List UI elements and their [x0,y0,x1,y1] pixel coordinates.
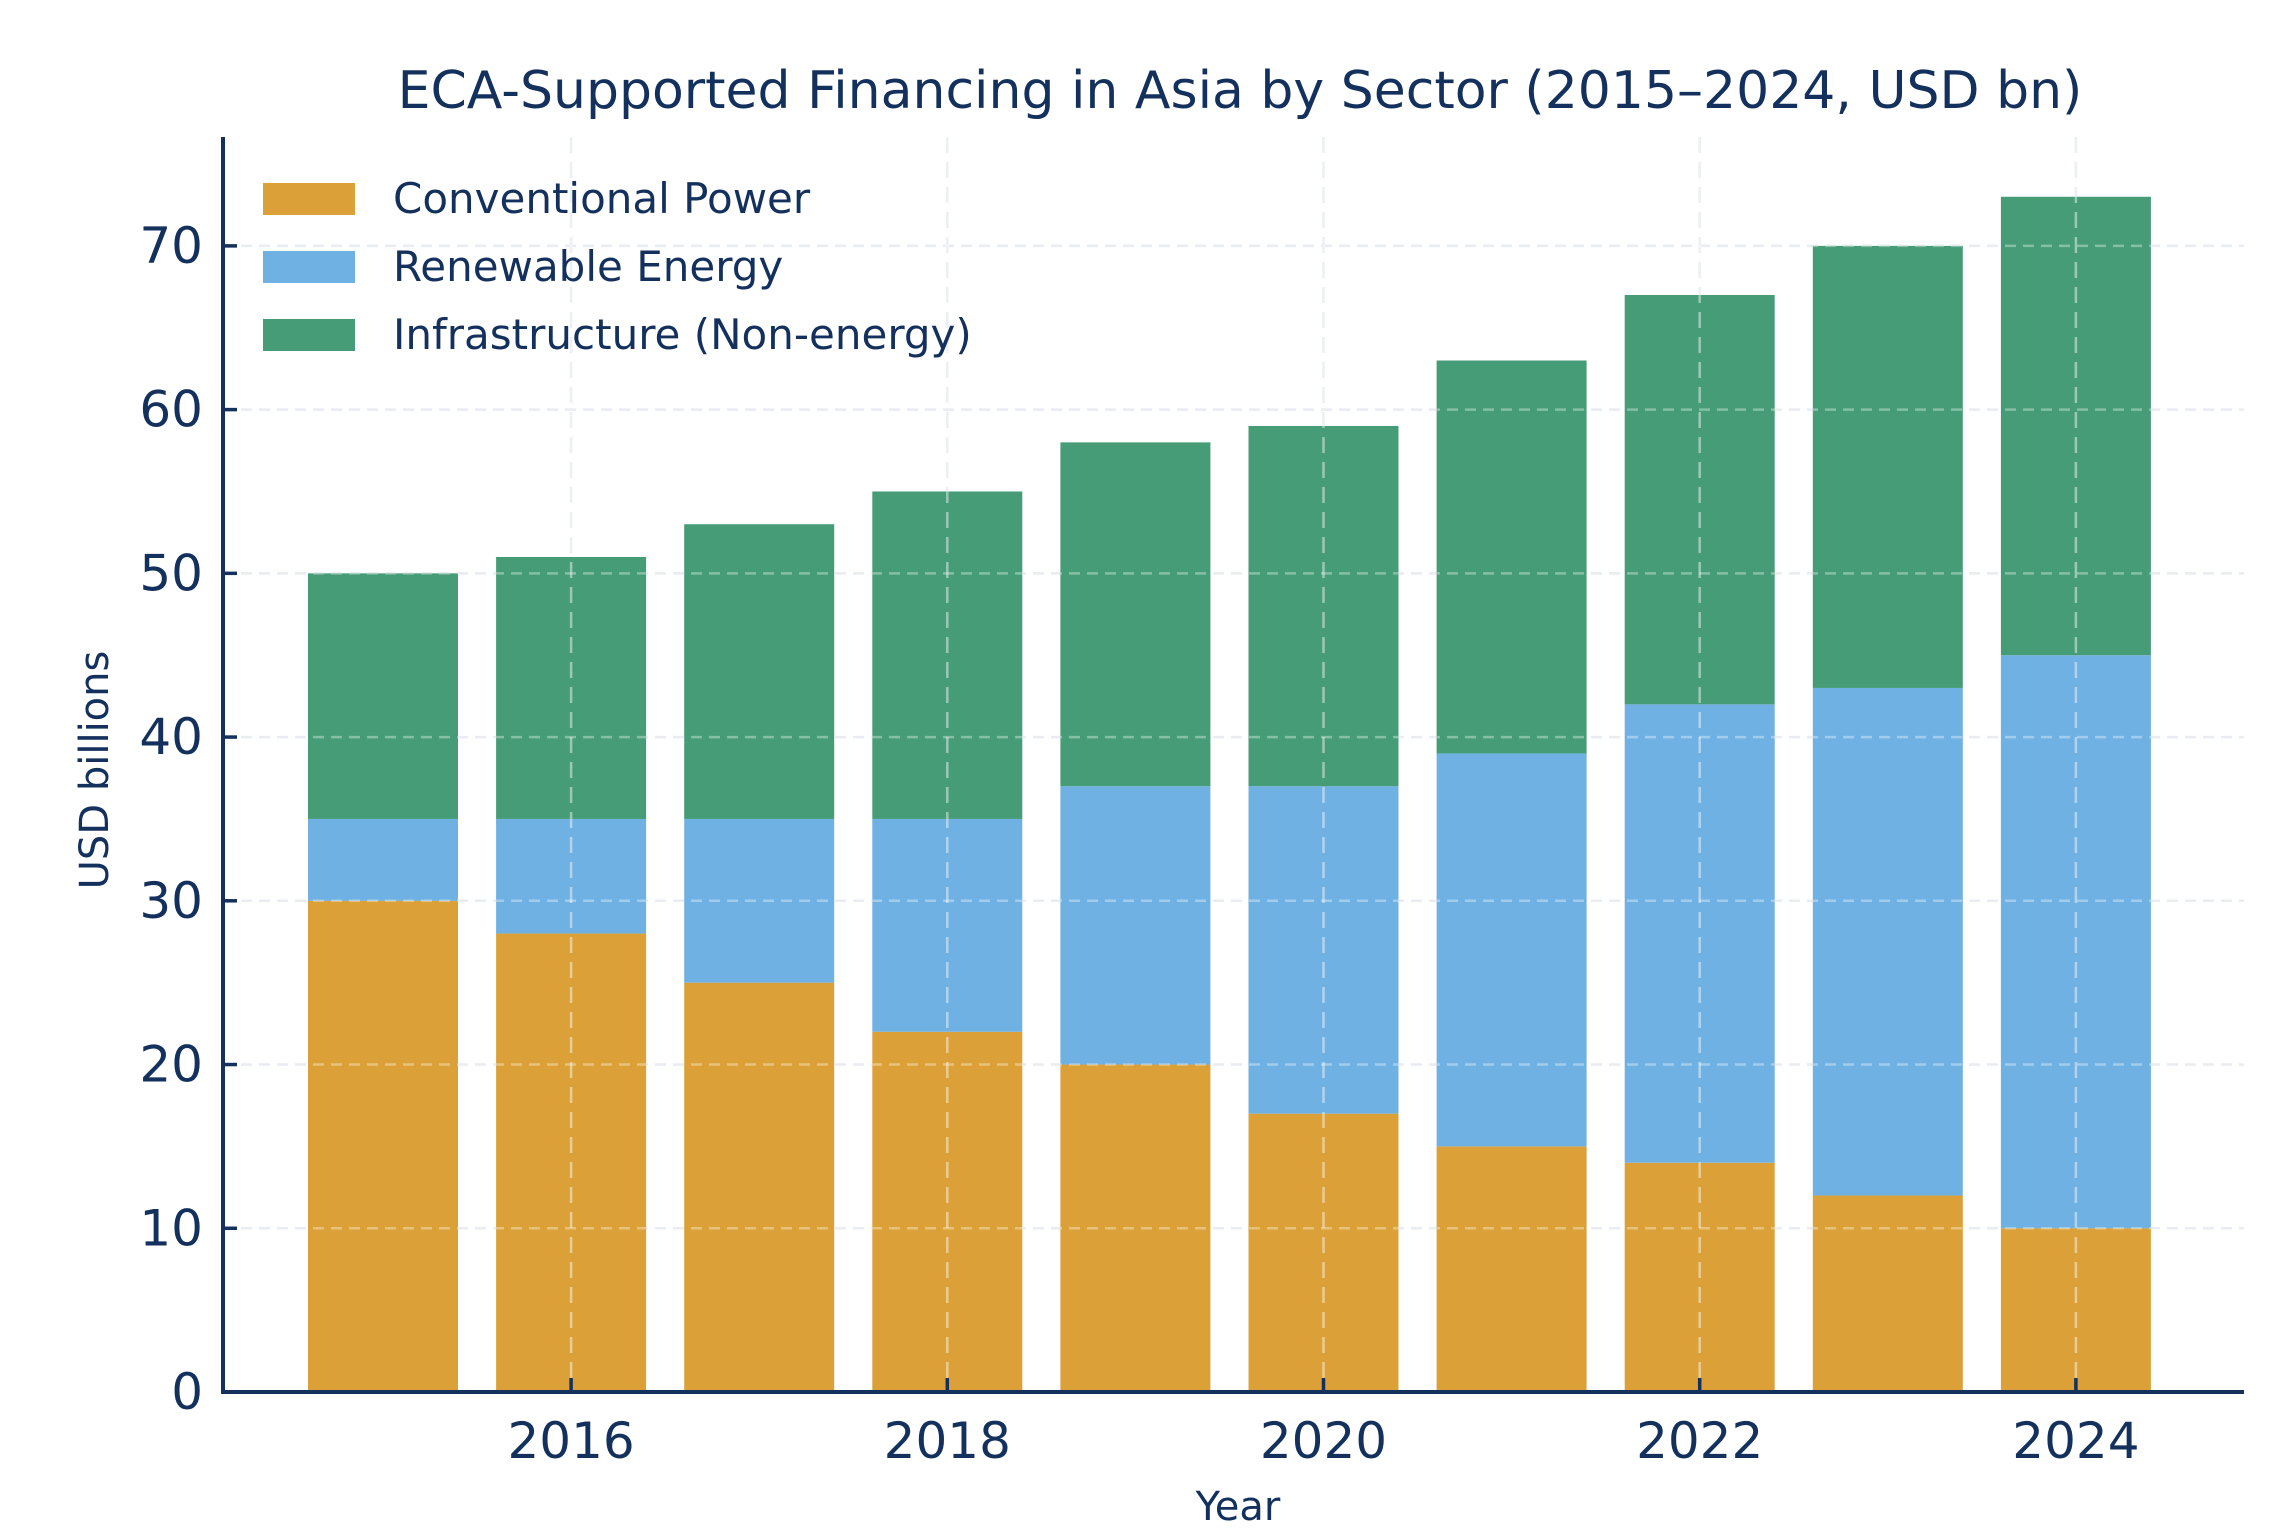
bar-stack-2022 [1624,295,1775,1392]
bar-segment [684,524,835,819]
y-tick-label: 40 [139,708,203,766]
bar-segment [1812,1195,1963,1392]
bar-stack-2024 [2000,196,2151,1392]
bar-segment [1248,786,1399,1114]
bar-segment [1812,687,1963,1196]
bar-segment [496,933,647,1392]
bar-segment [308,900,458,1392]
bar-segment [1060,786,1211,1065]
bar-segment [1248,425,1399,787]
legend-item: Infrastructure (Non-energy) [263,310,972,359]
x-tick-label: 2020 [1260,1412,1387,1470]
y-tick-label: 60 [139,381,203,439]
x-tick-label: 2016 [507,1412,634,1470]
bar-segment [1060,442,1211,787]
bar-stack-2017 [684,524,835,1392]
y-axis-ticks: 0 10 20 30 40 50 60 70 [139,217,237,1421]
legend: Conventional Power Renewable Energy Infras… [263,174,972,359]
y-tick-label: 10 [139,1199,203,1257]
bar-stack-2016 [496,556,647,1392]
legend-item: Renewable Energy [263,242,783,291]
legend-swatch [263,319,355,351]
bar-segment [1624,295,1775,705]
bar-segment [1060,1064,1211,1392]
axes [221,137,2244,1394]
vertical-grid-overlay [223,137,2244,1392]
y-tick-label: 30 [139,872,203,930]
bar-segment [1436,753,1587,1147]
bar-segment [496,556,647,819]
bar-segment [872,1031,1023,1392]
bar-segment [1624,704,1775,1163]
x-tick-label: 2022 [1636,1412,1763,1470]
x-axis-ticks: 2016 2018 2020 2022 2024 [507,1378,2140,1470]
y-tick-label: 0 [171,1363,203,1421]
y-tick-label: 50 [139,544,203,602]
chart-title: ECA-Supported Financing in Asia by Secto… [398,61,2083,121]
bar-stack-2020 [1248,425,1399,1392]
bar-segment [2000,655,2151,1229]
y-tick-label: 20 [139,1036,203,1094]
bar-segment [684,818,835,983]
bar-stack-2015 [308,573,458,1392]
bar-segment [872,491,1023,819]
legend-swatch [263,183,355,215]
legend-label: Conventional Power [393,174,811,223]
y-tick-label: 70 [139,217,203,275]
y-axis-label: USD billions [72,651,118,890]
legend-label: Infrastructure (Non-energy) [393,310,972,359]
bar-segment [496,818,647,934]
bar-segment [308,818,458,901]
x-axis-label: Year [1195,1484,1281,1530]
bar-stack-2023 [1812,245,1963,1392]
bar-stack-2021 [1436,360,1587,1392]
bar-segment [308,573,458,819]
bar-segment [1436,1146,1587,1392]
x-tick-label: 2024 [2012,1412,2139,1470]
bar-segment [2000,196,2151,656]
bar-stack-2019 [1060,442,1211,1392]
bar-segment [872,818,1023,1032]
bar-stack-2018 [872,491,1023,1392]
bar-segment [2000,1228,2151,1392]
bar-segment [1812,245,1963,688]
legend-swatch [263,251,355,283]
bar-segment [1436,360,1587,754]
bars [308,196,2151,1392]
legend-label: Renewable Energy [393,242,783,291]
bar-segment [684,982,835,1392]
legend-item: Conventional Power [263,174,811,223]
bar-segment [1248,1113,1399,1392]
bar-segment [1624,1162,1775,1392]
x-tick-label: 2018 [884,1412,1011,1470]
